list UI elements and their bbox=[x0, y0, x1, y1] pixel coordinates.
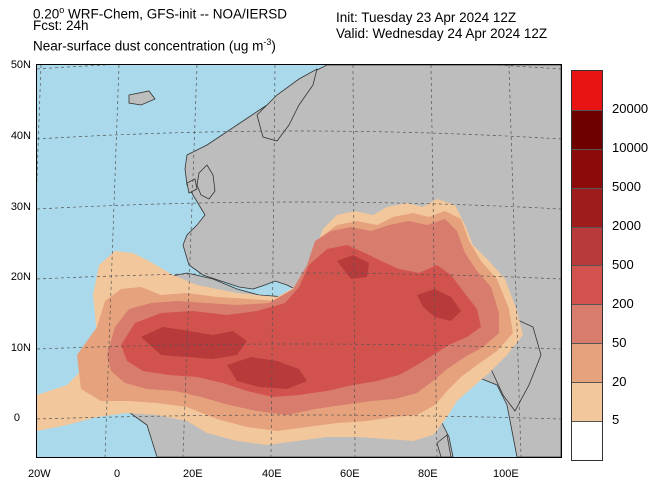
dust-map-svg bbox=[37, 65, 561, 457]
legend-swatch-5 bbox=[572, 226, 602, 266]
legend-label-10000: 10000 bbox=[612, 140, 649, 155]
legend-label-5: 5 bbox=[612, 412, 620, 427]
madagascar-land bbox=[436, 434, 452, 457]
lat-label-10n: 10N bbox=[10, 342, 31, 354]
graticule bbox=[37, 65, 561, 457]
dust-level-500-a bbox=[141, 327, 247, 359]
lon-label-0: 0 bbox=[114, 468, 121, 480]
init-time: Init: Tuesday 23 Apr 2024 12Z bbox=[336, 10, 517, 25]
model-info-line: 0.20o WRF-Chem, GFS-init -- NOA/IERSD bbox=[33, 5, 288, 22]
scandinavia-land bbox=[256, 68, 318, 142]
legend-label-5000: 5000 bbox=[612, 179, 641, 194]
ireland-land bbox=[186, 178, 198, 194]
dust-map bbox=[36, 64, 562, 458]
legend-label-500: 500 bbox=[612, 257, 634, 272]
legend-swatch-2 bbox=[572, 109, 602, 149]
uk-land bbox=[196, 164, 216, 200]
legend-swatch-3 bbox=[572, 148, 602, 188]
forecast-hour: Fcst: 24h bbox=[33, 18, 89, 33]
lon-label-20w: 20W bbox=[28, 468, 51, 480]
lat-label-40n: 40N bbox=[10, 130, 31, 142]
lon-label-40e: 40E bbox=[262, 468, 282, 480]
legend-swatch-8 bbox=[572, 343, 602, 383]
legend-label-200: 200 bbox=[612, 296, 634, 311]
lon-label-80e: 80E bbox=[418, 468, 438, 480]
legend-label-20000: 20000 bbox=[612, 101, 649, 116]
legend-label-50: 50 bbox=[612, 335, 627, 350]
valid-time: Valid: Wednesday 24 Apr 2024 12Z bbox=[336, 26, 548, 41]
dust-level-500-c bbox=[417, 289, 461, 321]
legend-swatch-7 bbox=[572, 304, 602, 344]
legend-swatch-10 bbox=[572, 421, 602, 460]
legend-swatch-4 bbox=[572, 187, 602, 227]
lat-label-20n: 20N bbox=[10, 271, 31, 283]
legend-label-2000: 2000 bbox=[612, 218, 641, 233]
lon-label-20e: 20E bbox=[183, 468, 203, 480]
lon-label-60e: 60E bbox=[340, 468, 360, 480]
legend-swatch-6 bbox=[572, 265, 602, 305]
legend-swatch-9 bbox=[572, 382, 602, 422]
lat-label-50n: 50N bbox=[10, 59, 31, 71]
dust-level-200 bbox=[121, 245, 481, 397]
lon-label-100e: 100E bbox=[493, 468, 519, 480]
dust-overlay bbox=[37, 199, 523, 445]
color-legend bbox=[571, 70, 603, 461]
lat-label-0: 0 bbox=[13, 412, 20, 424]
map-title: Near-surface dust concentration (ug m-3) bbox=[33, 37, 276, 54]
dust-level-500-b bbox=[227, 357, 307, 389]
legend-label-20: 20 bbox=[612, 374, 627, 389]
iceland-land bbox=[128, 90, 156, 106]
legend-swatch-1 bbox=[572, 71, 602, 110]
lat-label-30n: 30N bbox=[10, 201, 31, 213]
